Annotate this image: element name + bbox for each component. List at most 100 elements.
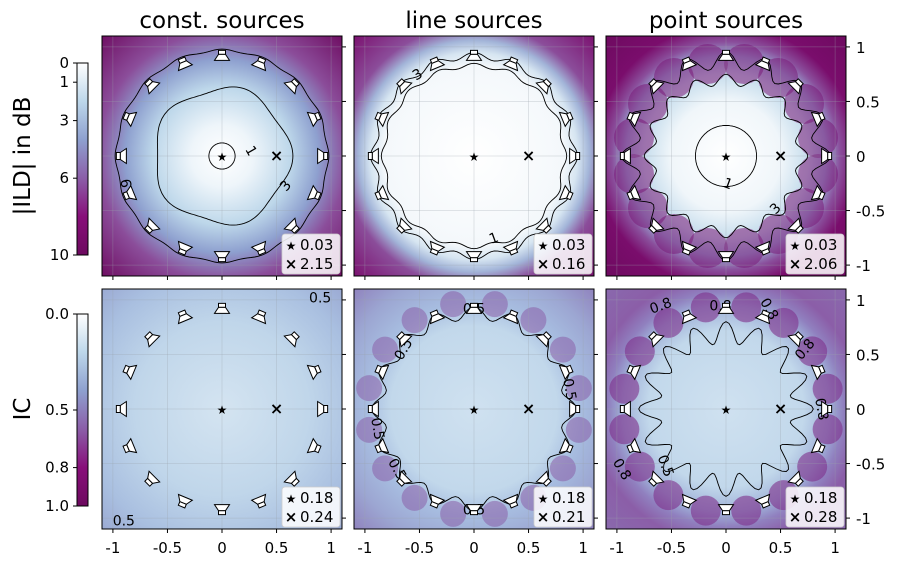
y-tick-label: -1: [856, 257, 871, 275]
legend-star-icon: ★: [790, 239, 801, 253]
loudspeaker-icon: [144, 470, 161, 487]
legend-cross-value: 2.15: [300, 255, 333, 273]
contour-line: [156, 86, 294, 226]
loudspeaker-icon: [396, 78, 413, 95]
loudspeaker-icon: [283, 331, 300, 348]
loudspeaker-icon: [535, 331, 552, 348]
legend-cross-value: 0.24: [300, 508, 333, 526]
legend: ★ 0.03× 2.15: [281, 233, 341, 275]
legend: ★ 0.18× 0.24: [281, 486, 341, 528]
contour-line: [643, 73, 809, 239]
x-tick-label: 1: [578, 539, 588, 557]
loudspeaker-icon: [681, 56, 698, 72]
contour-label: 0.8: [648, 295, 674, 318]
legend-cross-value: 0.16: [552, 255, 585, 273]
column-title: line sources: [405, 8, 542, 34]
loudspeaker-icon: [115, 147, 127, 165]
loudspeaker-icon: [250, 309, 267, 325]
legend-star-icon: ★: [286, 492, 297, 506]
colorbars: 01 3 6 10 0.0 0.5 0.8 1.0: [45, 54, 89, 515]
y-tick-label: 1: [856, 39, 866, 57]
loudspeaker-icon: [810, 364, 826, 381]
row-labels: |ILD| in dB IC: [10, 97, 36, 421]
loudspeaker-icon: [374, 184, 390, 201]
x-tick-label: -0.5: [405, 539, 434, 557]
heatmap-panel: 136★×★0.03×2.06: [605, 35, 850, 280]
contour-label: 0.5: [367, 416, 387, 441]
legend-star-icon: ★: [286, 239, 297, 253]
loudspeaker-icon: [648, 217, 665, 234]
loudspeaker-icon: [429, 493, 446, 509]
loudspeaker-icon: [648, 470, 665, 487]
legend-star-value: 0.03: [804, 236, 837, 254]
loudspeaker-icon: [374, 111, 390, 128]
loudspeaker-icon: [177, 240, 194, 256]
loudspeaker-icon: [626, 364, 642, 381]
loudspeaker-icon: [754, 493, 771, 509]
loudspeaker-icon: [619, 400, 631, 418]
loudspeaker-icon: [535, 78, 552, 95]
legend-star-value: 0.03: [552, 236, 585, 254]
legend-star-value: 0.18: [804, 489, 837, 507]
star-marker: ★: [721, 150, 732, 164]
loudspeaker-icon: [429, 240, 446, 256]
loudspeaker-icon: [144, 78, 161, 95]
legend-star-value: 0.18: [300, 489, 333, 507]
x-tick-label: -1: [357, 539, 372, 557]
x-tick-label: 1: [326, 539, 336, 557]
contour-label: 0.5: [559, 377, 579, 402]
legend: ★ 0.03× 0.16: [533, 233, 593, 275]
loudspeaker-icon: [787, 331, 804, 348]
loudspeaker-icon: [283, 78, 300, 95]
loudspeaker-icon: [367, 400, 379, 418]
loudspeaker-icon: [115, 400, 127, 418]
contour-line: [695, 125, 757, 187]
x-tick-label: -1: [105, 539, 120, 557]
loudspeaker-icon: [465, 49, 483, 61]
loudspeaker-icon: [465, 251, 483, 263]
legend-cross-icon: ×: [537, 508, 550, 526]
legend-cross-value: 0.28: [804, 508, 837, 526]
loudspeaker-icon: [754, 56, 771, 72]
column-title: point sources: [649, 8, 803, 34]
loudspeaker-icon: [810, 437, 826, 454]
legend-cross-icon: ×: [789, 508, 802, 526]
x-tick-label: -0.5: [657, 539, 686, 557]
loudspeaker-icon: [810, 184, 826, 201]
loudspeaker-icon: [396, 470, 413, 487]
loudspeaker-icon: [396, 331, 413, 348]
colorbar-tick-label: 0.5: [45, 401, 69, 419]
y-tick-label: 1: [856, 292, 866, 310]
loudspeaker-icon: [250, 56, 267, 72]
legend-star-value: 0.18: [552, 489, 585, 507]
contour-line: [638, 321, 814, 497]
loudspeaker-icon: [787, 217, 804, 234]
heatmap-panel: 136★ ×★ 0.03× 2.15: [101, 35, 346, 280]
colorbar-tick-label: 1: [59, 73, 69, 91]
loudspeaker-icon: [144, 217, 161, 234]
loudspeaker-icon: [717, 504, 735, 516]
loudspeaker-icon: [465, 504, 483, 516]
x-tick-label: 0.5: [769, 539, 793, 557]
loudspeaker-icon: [250, 493, 267, 509]
loudspeaker-icon: [681, 240, 698, 256]
loudspeaker-icon: [306, 437, 322, 454]
loudspeaker-icon: [717, 302, 735, 314]
legend-cross-icon: ×: [537, 255, 550, 273]
loudspeaker-icon: [558, 184, 574, 201]
x-tick-label: -0.5: [153, 539, 182, 557]
y-tick-label: -0.5: [856, 456, 885, 474]
loudspeaker-icon: [250, 240, 267, 256]
colorbar-tick-label: 1.0: [45, 497, 69, 515]
loudspeaker-icon: [177, 493, 194, 509]
loudspeaker-icon: [396, 217, 413, 234]
star-marker: ★: [217, 150, 228, 164]
cross-marker: ×: [270, 399, 283, 418]
contour-label: 0.8: [811, 397, 831, 422]
loudspeaker-icon: [122, 364, 138, 381]
legend-cross-value: 0.21: [552, 508, 585, 526]
loudspeaker-icon: [502, 309, 519, 325]
loudspeaker-icon: [535, 217, 552, 234]
legend: ★ 0.18× 0.21: [533, 486, 593, 528]
y-tick-label: -1: [856, 510, 871, 528]
